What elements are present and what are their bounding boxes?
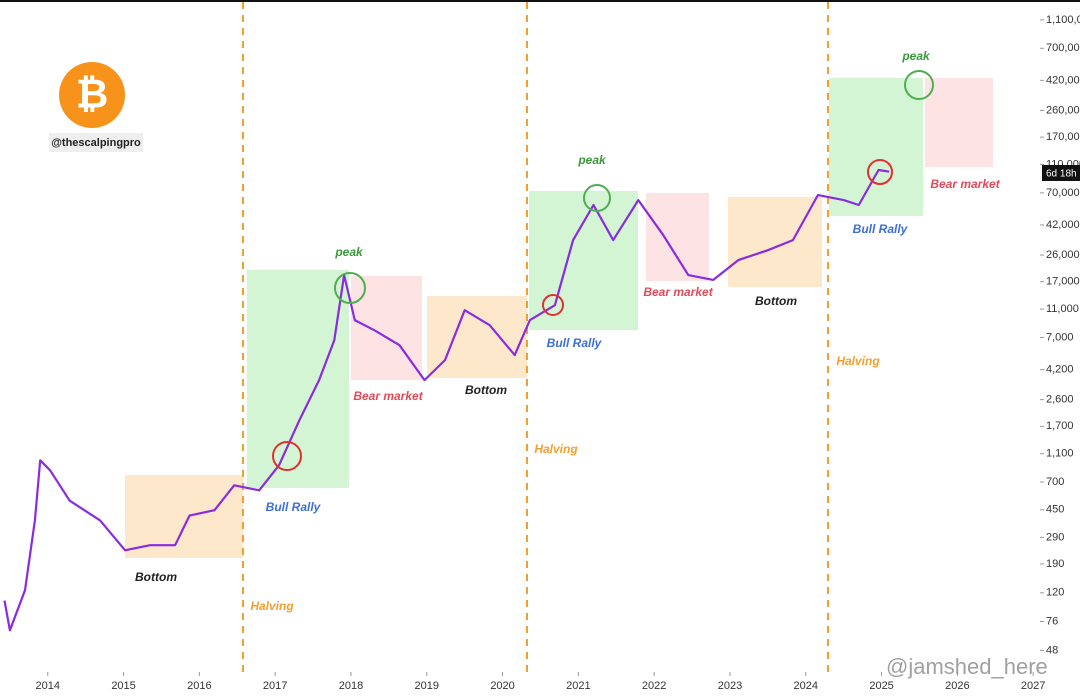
y-tick-label: 450 [1046,504,1064,516]
annotation: Halving [250,599,294,613]
x-tick-label: 2015 [111,680,135,692]
bear-zone [351,276,422,380]
x-tick-label: 2024 [794,680,818,692]
peak-circle [583,184,611,212]
bull-zone [529,191,638,330]
bottom-zone [427,296,527,378]
x-tick-label: 2016 [187,680,211,692]
annotation: peak [901,49,931,63]
annotation: peak [334,245,364,259]
x-tick-label: 2019 [415,680,439,692]
y-tick-label: 1,100 [1046,448,1074,460]
y-tick-label: 70,000 [1046,187,1080,199]
y-tick-label: 11,000 [1046,303,1079,315]
annotation: Bear market [930,177,1000,191]
x-tick-label: 2020 [490,680,514,692]
rally-circle [542,294,564,316]
annotation: Halving [836,354,880,368]
annotation: Bear market [353,389,423,403]
peak-circle [334,272,366,304]
price-line [3,168,890,632]
bull-zone [247,270,349,488]
y-tick-label: 7,000 [1046,331,1074,343]
annotation: peak [577,153,607,167]
bull-zone [829,78,923,216]
x-tick-label: 2014 [36,680,60,692]
annotation: Bottom [465,383,507,397]
handle-box [49,133,143,152]
annotation: Bull Rally [853,222,909,236]
y-tick-label: 170,000 [1046,131,1080,143]
x-tick-label: 2022 [642,680,666,692]
x-tick-label: 2021 [566,680,590,692]
x-tick-label: 2026 [945,680,969,692]
axes: 48 76 120 190 290 450 700 1,100 1,700 2,600 4,200 7… [36,14,1080,692]
y-tick-label: 76 [1046,615,1058,627]
bottom-zone [728,197,822,287]
y-tick-label: 700,000 [1046,42,1080,54]
y-tick-label: 1,100,000 [1046,14,1080,26]
x-tick-label: 2023 [718,680,742,692]
bear-zone [925,78,993,167]
countdown-box [1042,165,1080,181]
y-tick-label: 260,000 [1046,104,1080,116]
bottom-zone [125,475,243,558]
annotation: Bear market [643,285,713,299]
plot [3,168,890,632]
y-tick-label: 190 [1046,558,1064,570]
top-border [0,0,1080,2]
y-tick-label: 17,000 [1046,276,1080,288]
y-tick-label: 120 [1046,587,1064,599]
annotation: Bottom [135,570,177,584]
y-tick-label: 26,000 [1046,249,1080,261]
peak-circle [904,70,934,100]
y-tick-label: 42,000 [1046,219,1080,231]
handle: @thescalpingpro [51,137,141,149]
y-tick-label: 1,700 [1046,420,1074,432]
logo [59,62,125,128]
watermark: @jamshed_here [886,654,1048,679]
annotation: Bull Rally [547,336,603,350]
y-tick-label: 420,000 [1046,74,1080,86]
x-tick-label: 2027 [1021,680,1045,692]
rally-circle [272,441,302,471]
x-tick-label: 2018 [339,680,363,692]
y-tick-label: 4,200 [1046,363,1074,375]
y-tick-label: 48 [1046,644,1058,656]
rally-circle [867,159,893,185]
y-tick-label: 2,600 [1046,394,1074,406]
y-tick-label: 700 [1046,476,1064,488]
annotation: Bottom [755,294,797,308]
logo-symbol: ₿ [76,73,109,117]
x-tick-label: 2017 [263,680,287,692]
annotation: Bull Rally [266,500,322,514]
countdown: 6d 18h [1046,169,1077,180]
y-axis-panel [1040,2,1080,672]
annotation: Halving [534,442,578,456]
bear-zone [646,193,709,281]
y-tick-label: 290 [1046,531,1064,543]
x-tick-label: 2025 [869,680,893,692]
